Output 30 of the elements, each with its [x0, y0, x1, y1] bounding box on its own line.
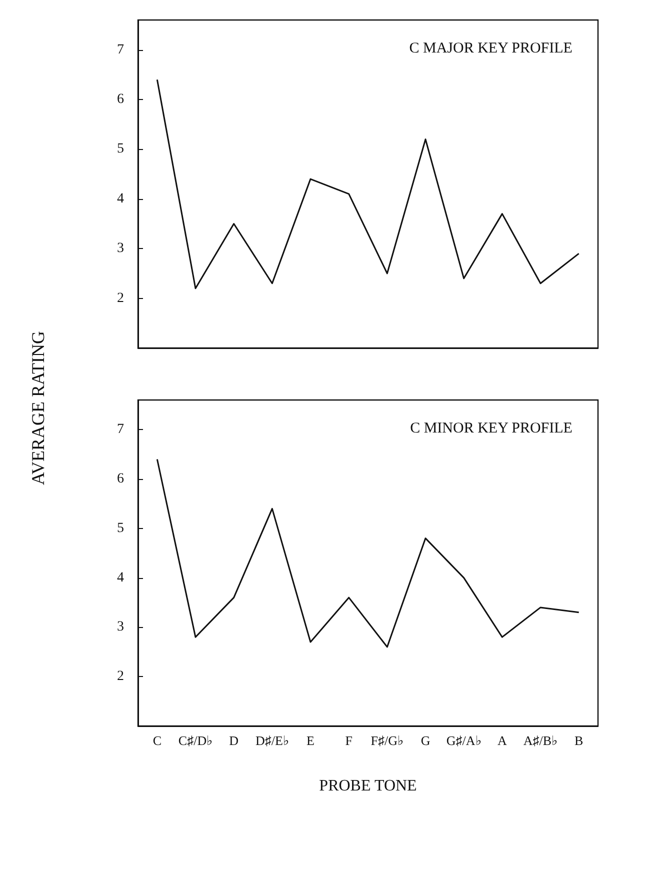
- x-tick-label: F: [345, 733, 352, 748]
- line-series: [156, 78, 580, 290]
- line-series: [156, 458, 580, 648]
- x-tick-label: C: [152, 733, 162, 748]
- y-tick-label: 6: [117, 472, 124, 487]
- text: C MINOR KEY PROFILE: [410, 420, 572, 436]
- x-tick-label: E: [306, 733, 315, 748]
- y-tick-label: 3: [117, 241, 124, 256]
- y-tick-label: 3: [117, 620, 124, 635]
- x-tick-label: G♯/A♭: [446, 733, 482, 748]
- x-tick-label: F♯/G♭: [370, 733, 404, 748]
- x-tick-label: A: [497, 733, 508, 748]
- y-axis-title: AVERAGE RATING: [28, 330, 48, 486]
- x-tick-label: C♯/D♭: [178, 733, 213, 748]
- x-tick-label: A♯/B♭: [523, 733, 558, 748]
- x-axis-title: PROBE TONE: [319, 778, 417, 794]
- x-tick-label: G: [420, 733, 430, 748]
- y-tick-label: 4: [117, 191, 124, 206]
- y-tick-label: 2: [117, 669, 124, 684]
- y-tick-label: 5: [117, 142, 124, 157]
- x-tick-label: D: [229, 733, 239, 748]
- x-tick-label: D♯/E♭: [255, 733, 289, 748]
- x-tick-label: B: [574, 733, 584, 748]
- y-tick-label: 7: [117, 42, 124, 58]
- y-tick-label: 5: [117, 520, 124, 536]
- y-tick-label: 6: [117, 92, 124, 108]
- y-tick-label: 7: [117, 422, 124, 438]
- y-tick-label: 4: [117, 570, 124, 586]
- text: C MAJOR KEY PROFILE: [409, 40, 572, 56]
- y-tick-label: 2: [117, 290, 124, 306]
